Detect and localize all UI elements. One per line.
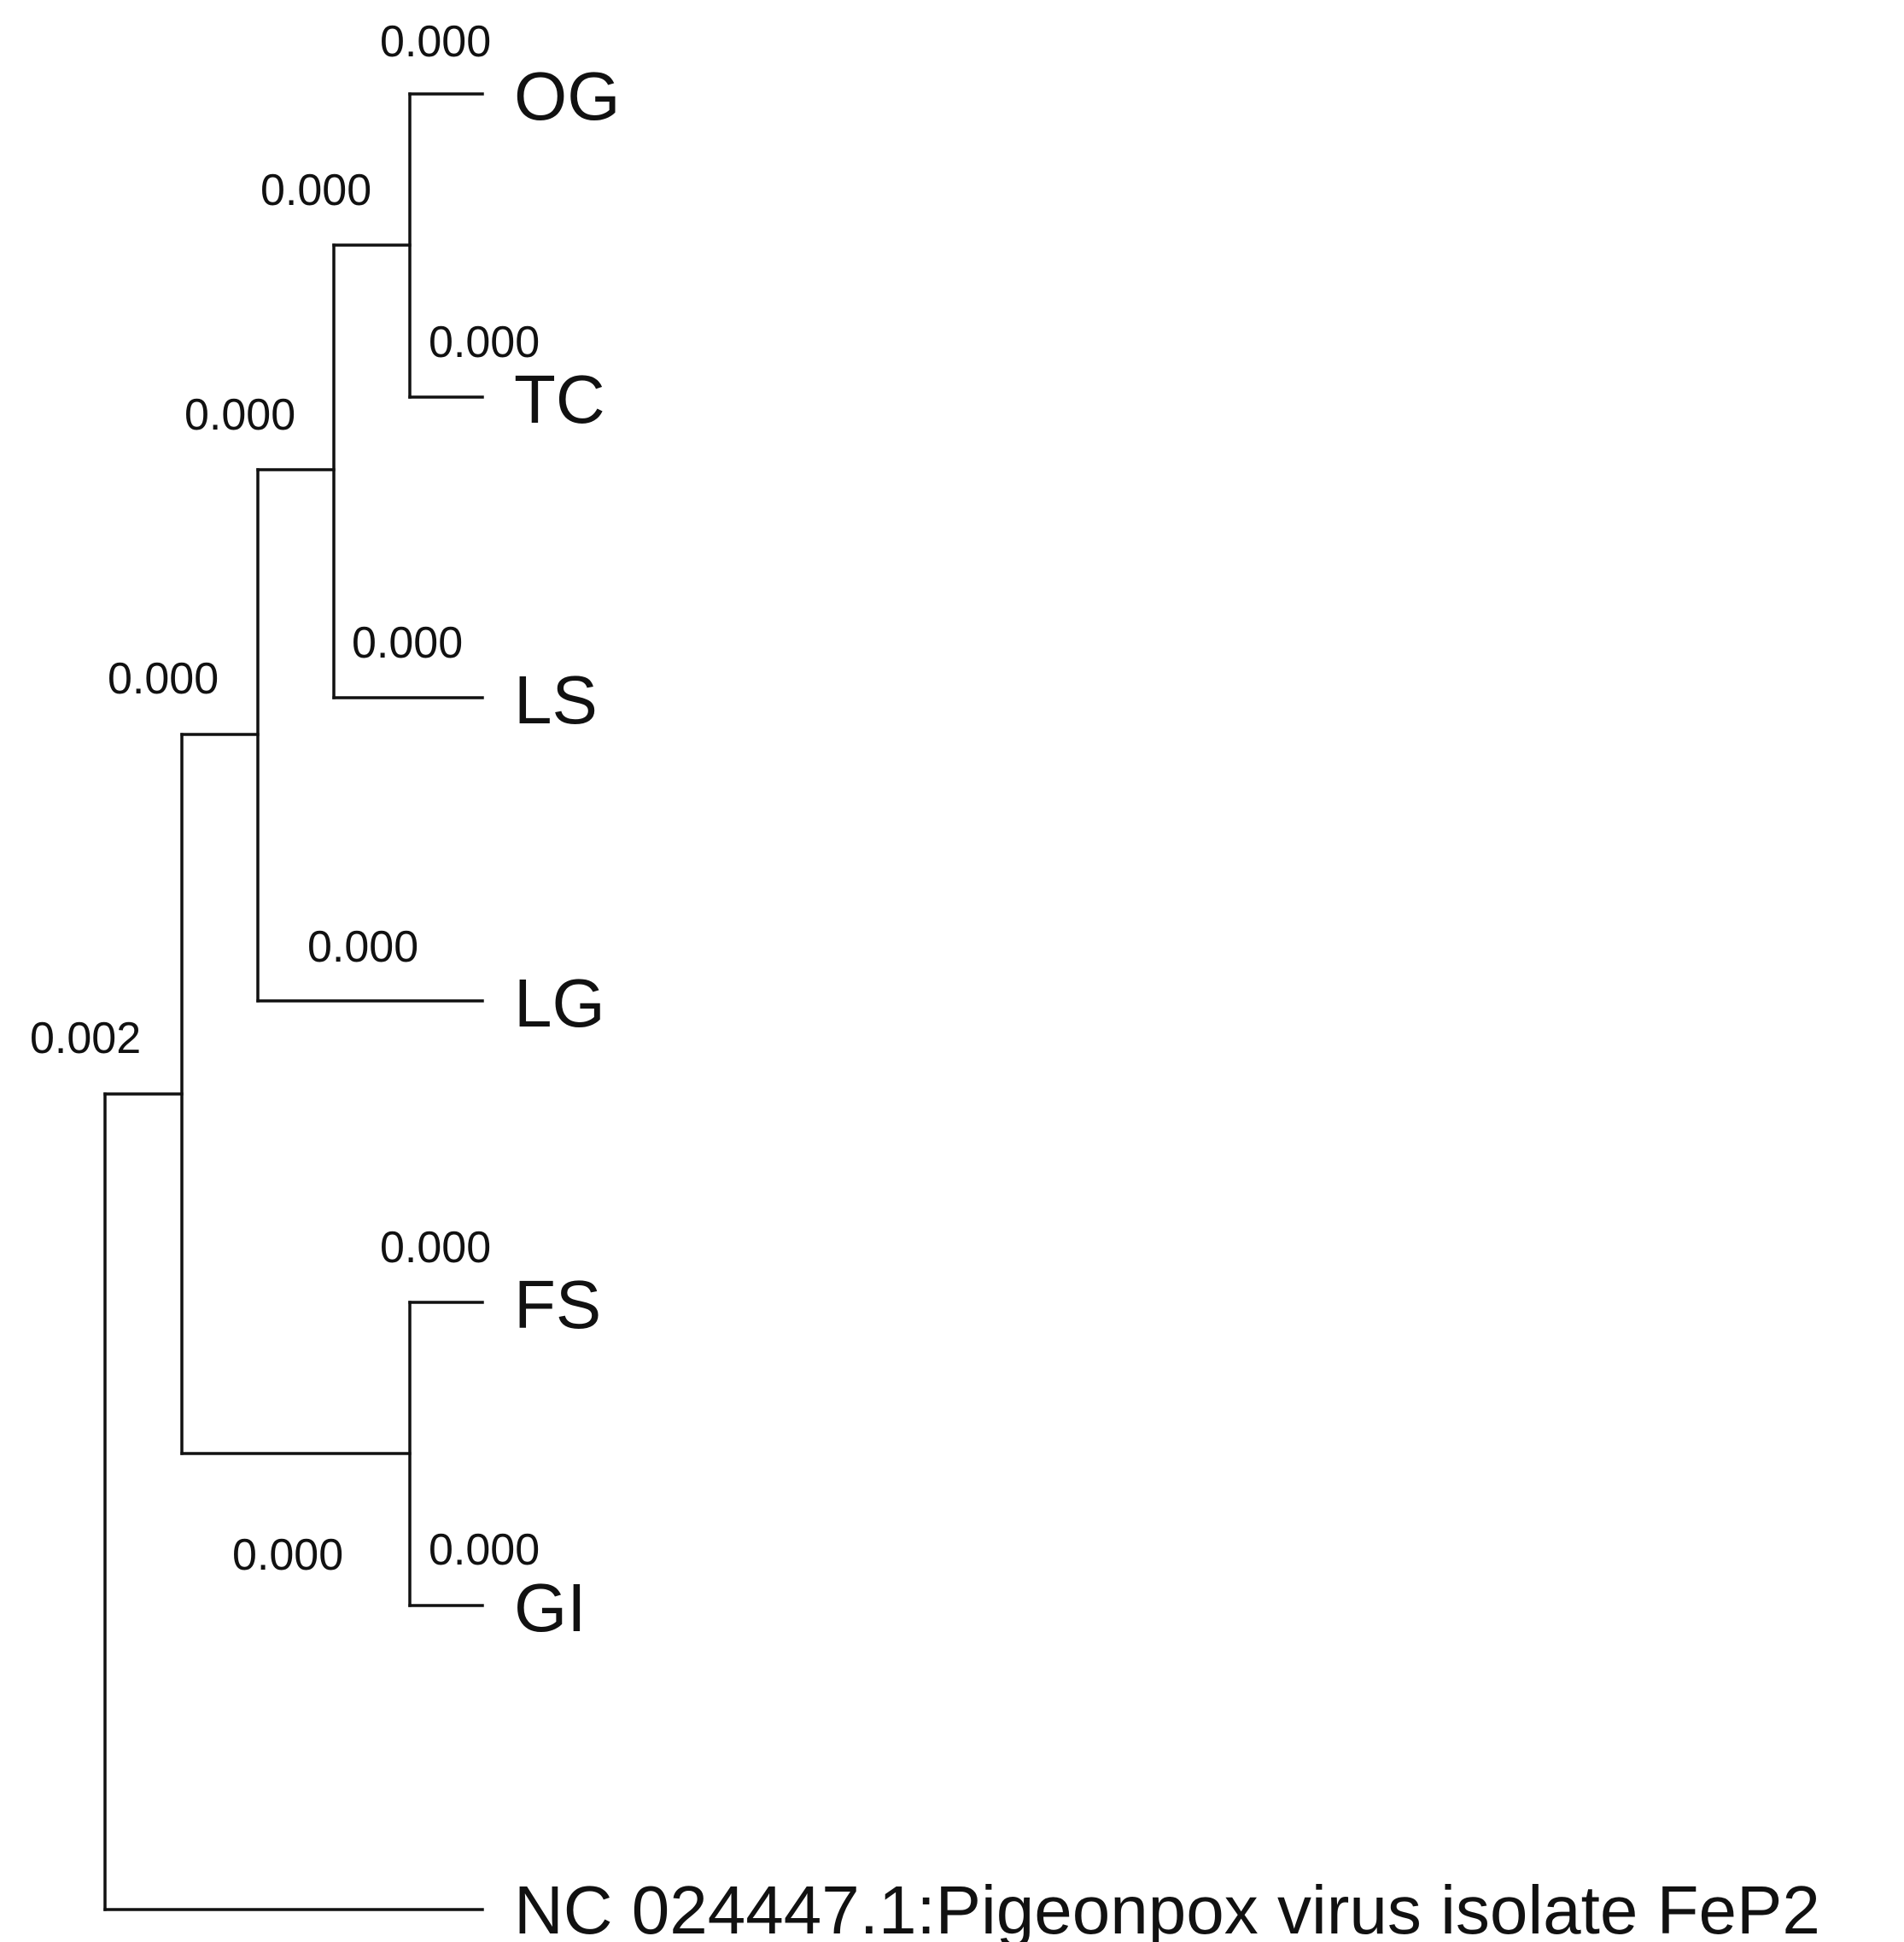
branch-length-og-tc-clade: 0.000 [260,166,371,215]
branch-length-lg: 0.000 [307,922,418,972]
taxon-outgroup: NC 024447.1:Pigeonpox virus isolate FeP2 [514,1872,1820,1942]
taxon-lg: LG [514,965,605,1041]
branch-length-og: 0.000 [380,17,491,67]
branch-length-tc: 0.000 [429,318,540,367]
branch-length-gi: 0.000 [429,1525,540,1575]
branch-length-fs: 0.000 [380,1223,491,1272]
branch-length-og-tc-ls-clade: 0.000 [184,390,295,440]
taxon-og: OG [514,58,620,134]
branch-length-ls: 0.000 [352,618,463,668]
taxon-fs: FS [514,1266,601,1342]
branch-length-ingroup: 0.002 [30,1014,141,1063]
branch-length-og-tc-ls-lg-clade: 0.000 [108,654,219,704]
taxon-ls: LS [514,662,598,738]
taxon-gi: GI [514,1570,586,1646]
branch-length-fs-gi-clade: 0.000 [232,1530,343,1580]
taxon-tc: TC [514,361,605,437]
